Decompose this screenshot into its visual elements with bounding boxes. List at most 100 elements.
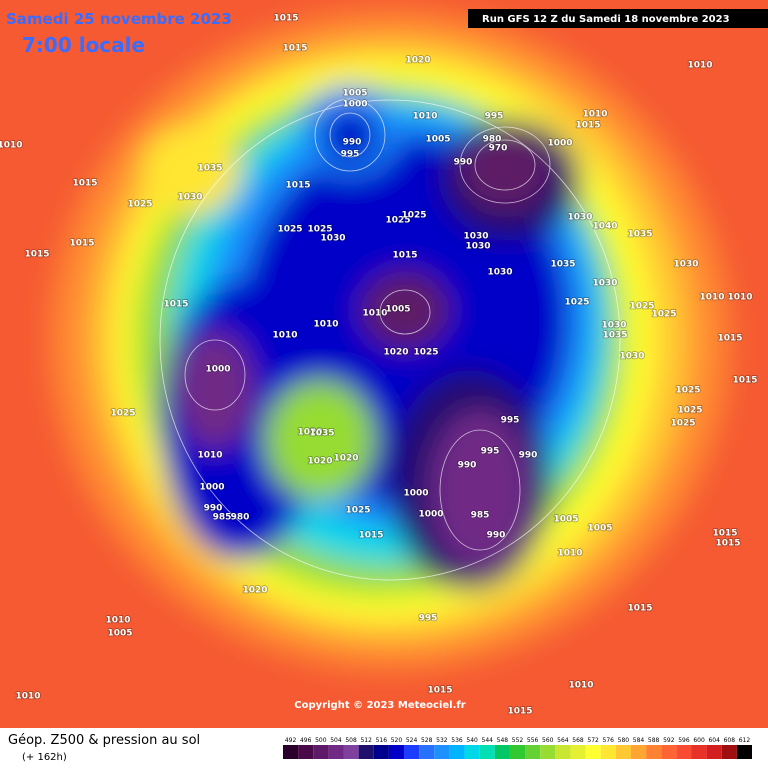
pressure-label: 1000: [199, 483, 224, 493]
pressure-label: 1000: [547, 139, 572, 149]
footer-lead: (+ 162h): [22, 752, 67, 763]
colorbar-swatch: [449, 745, 465, 759]
pressure-label: 985: [213, 513, 232, 523]
pressure-label: 1010: [313, 320, 338, 330]
time-text: 7:00 locale: [22, 33, 145, 57]
pressure-label: 1020: [333, 454, 358, 464]
colorbar-label: 588: [648, 737, 660, 744]
colorbar-swatch: [343, 745, 359, 759]
pressure-label: 1020: [307, 457, 332, 467]
pressure-label: 1005: [587, 524, 612, 534]
colorbar-label: 612: [739, 737, 751, 744]
colorbar-swatch: [434, 745, 450, 759]
colorbar-swatch: [600, 745, 616, 759]
colorbar-label: 568: [572, 737, 584, 744]
pressure-label: 1015: [712, 529, 737, 539]
pressure-label: 1020: [242, 586, 267, 596]
colorbar-label: 500: [315, 737, 327, 744]
pressure-label: 1030: [177, 193, 202, 203]
colorbar-label: 596: [678, 737, 690, 744]
pressure-label: 990: [458, 461, 477, 471]
pressure-label: 990: [487, 531, 506, 541]
colorbar-swatch: [283, 745, 299, 759]
pressure-label: 1020: [297, 428, 322, 438]
pressure-label: 1010: [687, 61, 712, 71]
pressure-label: 1025: [110, 409, 135, 419]
pressure-label: 995: [485, 112, 504, 122]
colorbar-label: 528: [421, 737, 433, 744]
colorbar-swatch: [736, 745, 752, 759]
colorbar-swatch: [540, 745, 556, 759]
pressure-label: 1035: [602, 331, 627, 341]
colorbar-label: 576: [603, 737, 615, 744]
colorbar-label: 512: [360, 737, 372, 744]
colorbar-swatch: [646, 745, 662, 759]
pressure-label: 1015: [717, 334, 742, 344]
colorbar-label: 492: [285, 737, 297, 744]
colorbar-label: 600: [693, 737, 705, 744]
copyright: Copyright © 2023 Meteociel.fr: [294, 700, 465, 711]
pressure-label: 1000: [205, 365, 230, 375]
pressure-label: 1030: [619, 352, 644, 362]
pressure-label: 1005: [342, 89, 367, 99]
pressure-label: 1015: [392, 251, 417, 261]
colorbar-label: 496: [300, 737, 312, 744]
pressure-label: 990: [519, 451, 538, 461]
pressure-label: 1010: [412, 112, 437, 122]
colorbar-label: 604: [708, 737, 720, 744]
colorbar-swatch: [721, 745, 737, 759]
pressure-label: 1010: [15, 692, 40, 702]
pressure-label: 990: [343, 138, 362, 148]
pressure-label: 1035: [627, 230, 652, 240]
pressure-label: 1010: [557, 549, 582, 559]
colorbar-label: 524: [406, 737, 418, 744]
colorbar-label: 504: [330, 737, 342, 744]
colorbar-swatch: [509, 745, 526, 759]
colorbar-swatch: [404, 745, 420, 759]
pressure-label: 1025: [564, 298, 589, 308]
colorbar-label: 580: [618, 737, 630, 744]
colorbar-swatch: [585, 745, 601, 759]
colorbar-label: 556: [527, 737, 539, 744]
pressure-label: 1030: [320, 234, 345, 244]
pressure-label: 1010: [197, 451, 222, 461]
colorbar-swatch: [464, 745, 480, 759]
pressure-label: 1010: [568, 681, 593, 691]
pressure-label: 1015: [575, 121, 600, 131]
pressure-label: 1010: [272, 331, 297, 341]
colorbar-swatch: [479, 745, 495, 759]
pressure-label: 1025: [629, 302, 654, 312]
colorbar-label: 572: [587, 737, 599, 744]
colorbar-swatch: [298, 745, 314, 759]
pressure-label: 1015: [72, 179, 97, 189]
pressure-label: 1025: [127, 200, 152, 210]
pressure-label: 1025: [413, 348, 438, 358]
colorbar-label: 536: [451, 737, 463, 744]
pressure-label: 1015: [358, 531, 383, 541]
colorbar-label: 608: [724, 737, 736, 744]
colorbar-label: 592: [663, 737, 675, 744]
pressure-label: 990: [204, 504, 223, 514]
colorbar-swatch: [494, 745, 510, 759]
pressure-label: 995: [481, 447, 500, 457]
footer-title: Géop. Z500 & pression au sol: [8, 733, 200, 748]
run-box: [468, 9, 768, 28]
pressure-label: 980: [483, 135, 502, 145]
pressure-label: 1010: [582, 110, 607, 120]
pressure-label: 1015: [427, 686, 452, 696]
pressure-label: 1025: [277, 225, 302, 235]
colorbar-swatch: [358, 745, 374, 759]
pressure-label: 1010: [362, 309, 387, 319]
colorbar: 492 496 500 504 508 512 516 520 524 528 532 536 540 5…: [283, 737, 752, 759]
map-field: [0, 0, 768, 728]
pressure-label: 1015: [163, 300, 188, 310]
pressure-label: 990: [454, 158, 473, 168]
colorbar-swatch: [615, 745, 631, 759]
pressure-label: 1025: [651, 310, 676, 320]
pressure-label: 1010: [727, 293, 752, 303]
pressure-label: 1015: [273, 14, 298, 24]
pressure-label: 1030: [567, 213, 592, 223]
pressure-label: 1030: [673, 260, 698, 270]
date-text: Samedi 25 novembre 2023: [6, 10, 232, 28]
